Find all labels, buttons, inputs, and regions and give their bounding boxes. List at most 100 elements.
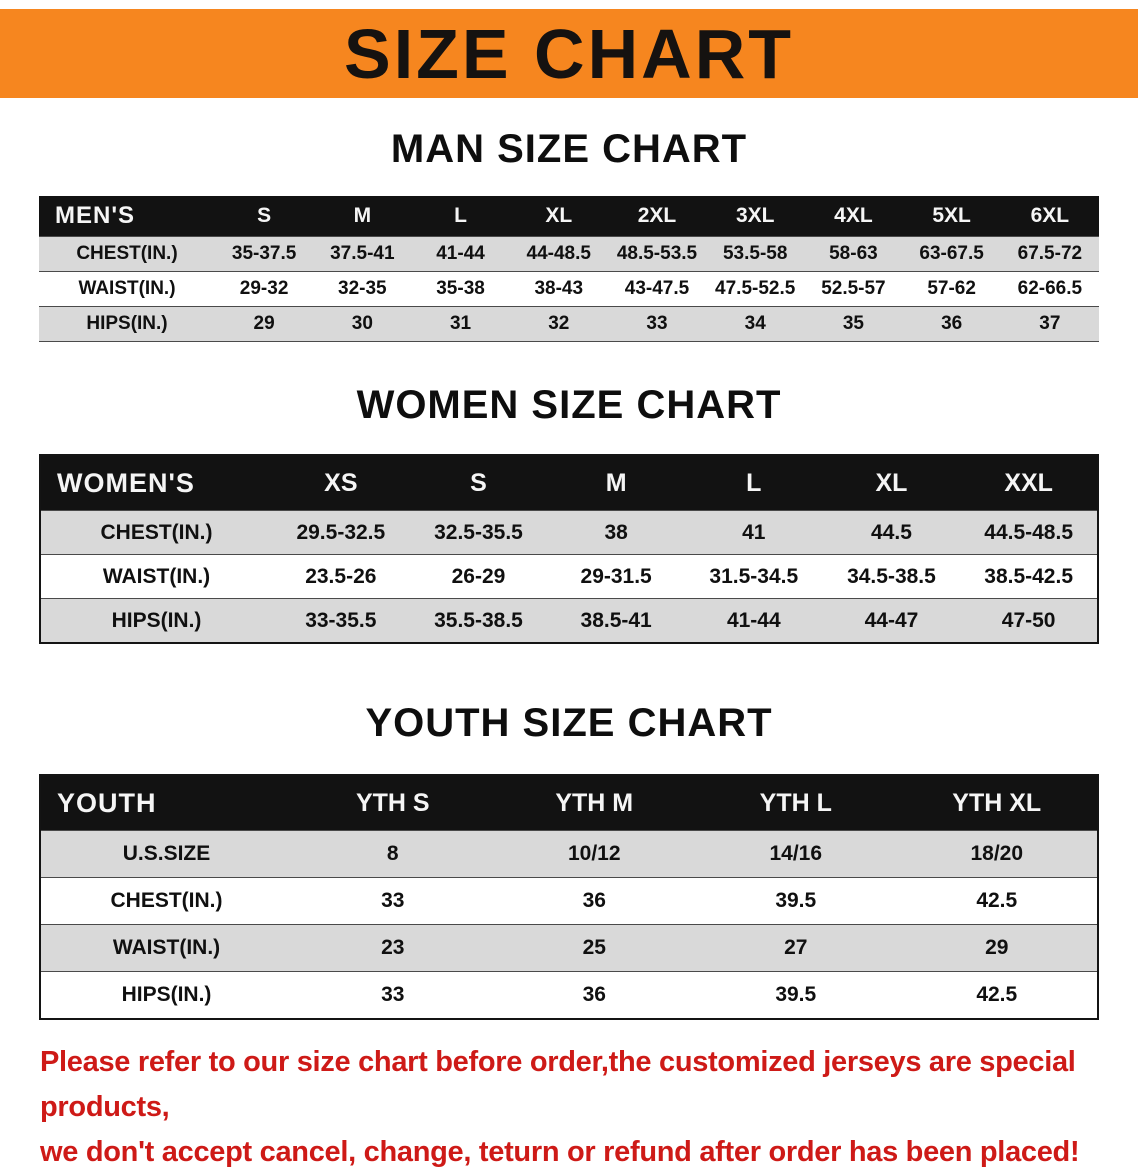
size-value: 36 (582, 983, 606, 1006)
size-value: 37.5-41 (330, 243, 395, 264)
table-row: CHEST(IN.) 33 36 39.5 42.5 (40, 877, 1098, 925)
size-value: 31.5-34.5 (709, 564, 799, 588)
table-row: CHEST(IN.) 29.5-32.5 32.5-35.5 38 41 44.5 44.5… (40, 510, 1098, 555)
women-section-heading: WOMEN SIZE CHART (356, 383, 782, 427)
size-value: 44-48.5 (526, 243, 591, 264)
header-row: WOMEN'S XS S M L XL XXL (40, 455, 1098, 511)
table-row: CHEST(IN.) 35-37.5 37.5-41 41-44 44-48.5 48.5… (39, 236, 1099, 272)
row-label: WAIST(IN.) (78, 278, 176, 299)
size-value: 23.5-26 (305, 564, 377, 588)
size-value: 38.5-42.5 (984, 564, 1074, 588)
men-size-table: MEN'S S M L XL 2XL 3XL 4XL 5XL 6XL CHEST(IN.) 35-37… (39, 196, 1099, 342)
size-value: 8 (386, 842, 399, 865)
size-value: 41-44 (436, 243, 485, 264)
size-column-header: 3XL (706, 196, 805, 237)
size-column-header: XXL (960, 455, 1098, 511)
table-row: WAIST(IN.) 29-32 32-35 35-38 38-43 43-47.5 47.… (39, 271, 1099, 307)
size-value: 35.5-38.5 (434, 608, 523, 632)
size-value: 10/12 (567, 842, 621, 865)
size-value: 37 (1039, 313, 1061, 334)
size-value: 34 (744, 313, 766, 334)
table-row: U.S.SIZE 8 10/12 14/16 18/20 (40, 830, 1098, 878)
table-row: WAIST(IN.) 23.5-26 26-29 29-31.5 31.5-34.5 34… (40, 554, 1098, 599)
row-label: WAIST(IN.) (112, 936, 221, 959)
size-value: 44-47 (864, 608, 919, 632)
size-column-header: XL (822, 455, 961, 511)
size-column-header: M (313, 196, 412, 237)
size-column-header: S (409, 455, 548, 511)
size-value: 33 (381, 889, 405, 912)
size-value: 29 (985, 936, 1009, 959)
size-value: 47-50 (1001, 608, 1056, 632)
size-column-header: 4XL (804, 196, 903, 237)
size-value: 52.5-57 (821, 278, 886, 299)
size-value: 47.5-52.5 (715, 278, 796, 299)
table-row: WAIST(IN.) 23 25 27 29 (40, 924, 1098, 972)
table-group-label: MEN'S (39, 196, 215, 237)
size-column-header: S (215, 196, 314, 237)
row-label: HIPS(IN.) (121, 983, 212, 1006)
header-row: YOUTH YTH S YTH M YTH L YTH XL (40, 775, 1098, 831)
size-value: 57-62 (927, 278, 976, 299)
size-value: 38.5-41 (580, 608, 652, 632)
size-value: 29.5-32.5 (296, 520, 386, 544)
size-column-header: YTH XL (896, 775, 1098, 831)
size-value: 42.5 (976, 983, 1018, 1006)
size-value: 23 (381, 936, 405, 959)
banner-title: SIZE CHART (344, 14, 794, 93)
size-value: 34.5-38.5 (847, 564, 936, 588)
row-label: WAIST(IN.) (102, 564, 211, 588)
women-size-table: WOMEN'S XS S M L XL XXL CHEST(IN.) 29.5-32.5 32.5… (39, 454, 1099, 644)
disclaimer-line-1: Please refer to our size chart before or… (40, 1046, 1076, 1123)
size-value: 38-43 (534, 278, 584, 299)
size-value: 41 (742, 520, 766, 544)
size-value: 35-38 (436, 278, 485, 299)
size-value: 35-37.5 (231, 243, 297, 264)
size-column-header: 2XL (607, 196, 707, 237)
size-column-header: 5XL (902, 196, 1001, 237)
size-value: 29-32 (239, 278, 289, 299)
size-column-header: YTH M (493, 775, 695, 831)
size-value: 33 (646, 313, 668, 334)
size-value: 32.5-35.5 (434, 520, 523, 544)
table-row: HIPS(IN.) 33 36 39.5 42.5 (40, 971, 1098, 1019)
row-label: U.S.SIZE (122, 842, 211, 865)
size-value: 48.5-53.5 (616, 243, 698, 264)
table-group-label: YOUTH (40, 775, 292, 831)
disclaimer-note: Please refer to our size chart before or… (40, 1040, 1138, 1175)
row-label: HIPS(IN.) (111, 608, 202, 632)
size-value: 39.5 (775, 983, 817, 1006)
size-value: 32 (548, 313, 570, 334)
size-value: 29-31.5 (580, 564, 652, 588)
size-value: 27 (784, 936, 808, 959)
banner: SIZE CHART (0, 9, 1138, 98)
size-value: 67.5-72 (1017, 243, 1083, 264)
size-value: 38 (604, 520, 628, 544)
size-value: 36 (582, 889, 606, 912)
size-column-header: XS (272, 455, 410, 511)
size-value: 42.5 (976, 889, 1018, 912)
youth-section-heading: YOUTH SIZE CHART (365, 701, 773, 745)
man-section-heading: MAN SIZE CHART (390, 127, 748, 171)
row-label: CHEST(IN.) (110, 889, 223, 912)
size-value: 25 (582, 936, 606, 959)
table-group-label: WOMEN'S (40, 455, 272, 511)
size-value: 35 (842, 313, 864, 334)
size-value: 43-47.5 (624, 278, 690, 299)
disclaimer-line-2: we don't accept cancel, change, teturn o… (40, 1135, 1080, 1168)
size-value: 26-29 (451, 564, 506, 588)
size-value: 41-44 (726, 608, 781, 632)
size-value: 29 (253, 313, 275, 334)
row-label: CHEST(IN.) (100, 520, 213, 544)
size-value: 58-63 (829, 243, 878, 264)
size-value: 31 (449, 313, 472, 334)
size-column-header: L (411, 196, 510, 237)
size-value: 62-66.5 (1017, 278, 1083, 299)
table-row: HIPS(IN.) 33-35.5 35.5-38.5 38.5-41 41-44 44-… (40, 598, 1098, 643)
size-value: 33 (381, 983, 405, 1006)
youth-size-table: YOUTH YTH S YTH M YTH L YTH XL U.S.SIZE 8 10/12… (39, 774, 1099, 1020)
header-row: MEN'S S M L XL 2XL 3XL 4XL 5XL 6XL (39, 196, 1099, 237)
size-column-header: L (684, 455, 823, 511)
size-column-header: XL (509, 196, 608, 237)
row-label: CHEST(IN.) (76, 243, 178, 264)
